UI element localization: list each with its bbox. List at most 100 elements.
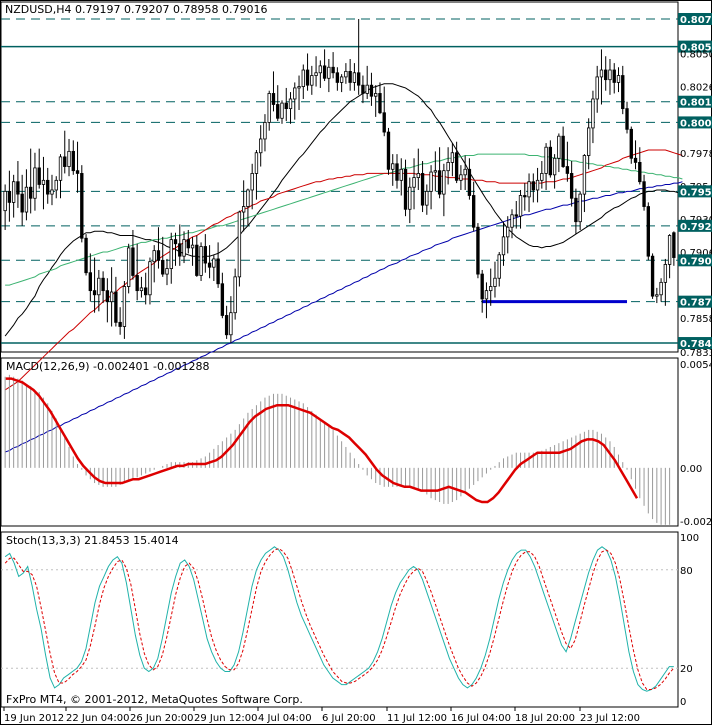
candle-body: [361, 84, 365, 94]
stoch-main-line: [4, 546, 674, 692]
candle-body: [178, 243, 182, 257]
price-label: 0.79500: [680, 187, 712, 198]
candle-body: [305, 69, 310, 86]
candle-body: [241, 206, 246, 213]
candle-body: [118, 321, 122, 327]
candle-body: [203, 246, 208, 264]
candle-body: [429, 171, 433, 192]
candle-body: [109, 291, 114, 303]
candle-body: [92, 290, 97, 296]
price-label: 0.78700: [680, 298, 712, 309]
candle-body: [131, 247, 135, 276]
candle-body: [638, 162, 642, 183]
price-indicators: [4, 83, 687, 453]
candle-body: [523, 195, 527, 198]
candle-body: [557, 135, 561, 159]
candle-body: [80, 173, 84, 239]
candle-body: [139, 287, 144, 292]
candle-body: [88, 272, 92, 292]
candle-body: [152, 250, 156, 263]
candle-body: [301, 69, 305, 87]
price-label: 0.80550: [680, 43, 712, 54]
candle-body: [263, 122, 267, 140]
candle-body: [621, 75, 625, 110]
candle-body: [633, 157, 638, 163]
candle-body: [339, 76, 344, 83]
macd-label: -0.00280: [680, 517, 712, 528]
candle-body: [199, 246, 203, 276]
candle-body: [501, 236, 506, 256]
candle-body: [574, 197, 578, 223]
candle-body: [267, 93, 271, 123]
stoch-label: 20: [680, 664, 693, 675]
candle-body: [156, 250, 161, 261]
candle-body: [386, 131, 391, 170]
candle-body: [67, 150, 71, 167]
candle-body: [646, 206, 650, 257]
candle-body: [650, 255, 655, 297]
candle-body: [663, 264, 668, 283]
candle-body: [399, 168, 403, 181]
macd-title: MACD(12,26,9) -0.002401 -0.001288: [6, 360, 209, 373]
stoch-label: 80: [680, 566, 693, 577]
candle-body: [561, 135, 565, 167]
x-tick-label: 16 Jul 04:00: [451, 713, 511, 724]
x-tick-label: 6 Jul 20:00: [322, 713, 376, 724]
candle-body: [37, 167, 41, 185]
candle-body: [276, 104, 280, 119]
candle-body: [344, 70, 348, 78]
candle-body: [280, 102, 284, 119]
candle-body: [514, 214, 518, 217]
price-label-box: [678, 219, 712, 232]
candle-body: [161, 259, 165, 275]
candle-body: [506, 226, 510, 238]
stoch-axis-labels: 100 80 20 0: [680, 533, 699, 708]
price-panel: [0, 1, 679, 353]
candle-body: [463, 168, 467, 176]
candle-body: [433, 170, 438, 173]
macd-panel: [0, 357, 679, 527]
candle-body: [374, 93, 378, 97]
candle-body: [450, 152, 455, 163]
candle-body: [582, 155, 587, 195]
candle-body: [446, 162, 450, 172]
candle-body: [531, 181, 535, 191]
price-label-box: [678, 254, 712, 267]
candle-body: [75, 170, 80, 174]
candle-body: [420, 173, 425, 206]
candle-body: [331, 66, 335, 74]
x-tick-label: 18 Jul 20:00: [515, 713, 575, 724]
candle-body: [259, 138, 263, 154]
candle-body: [237, 211, 242, 278]
price-levels: [1, 18, 678, 344]
candle-body: [612, 69, 616, 83]
candle-body: [352, 72, 357, 83]
candle-body: [480, 273, 484, 300]
candle-body: [50, 189, 54, 195]
indicator-line-black: [4, 83, 687, 337]
price-label: 0.78335: [680, 348, 712, 359]
candle-body: [327, 66, 331, 79]
candle-body: [207, 262, 212, 268]
candle-body: [310, 75, 314, 86]
price-label: 0.79000: [680, 256, 712, 267]
candle-body: [233, 276, 237, 314]
candle-body: [510, 214, 514, 228]
price-title: NZDUSD,H4 0.79197 0.79207 0.78958 0.7901…: [5, 3, 267, 16]
candle-body: [395, 163, 399, 181]
candle-body: [165, 268, 169, 275]
candle-body: [540, 173, 544, 181]
candle-body: [322, 65, 327, 79]
candle-body: [642, 181, 646, 207]
candle-body: [190, 244, 195, 249]
candle-body: [335, 72, 340, 83]
footer-copyright: FxPro MT4, © 2001-2012, MetaQuotes Softw…: [6, 693, 303, 706]
candle-body: [293, 87, 297, 100]
candle-body: [182, 239, 186, 257]
candle-body: [391, 163, 395, 170]
price-label-box: [678, 13, 712, 25]
